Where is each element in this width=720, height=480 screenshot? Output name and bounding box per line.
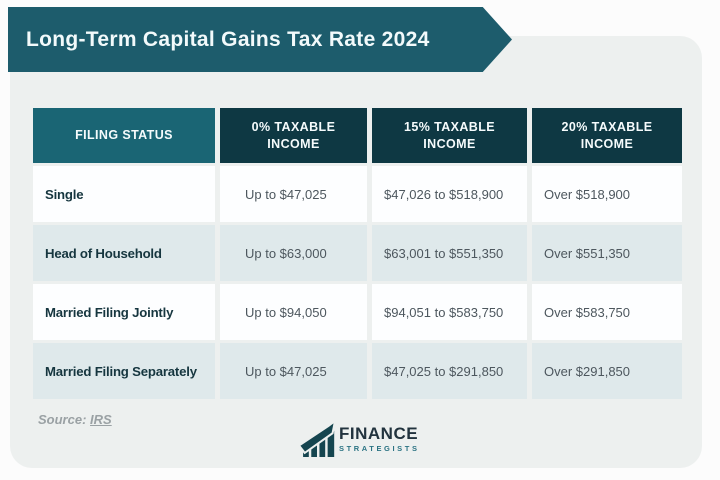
cell-20-percent-range: Over $583,750 [532,284,682,340]
cell-filing-status: Single [33,166,215,222]
column-header-label: 15% TAXABLE INCOME [404,119,495,151]
cell-filing-status: Married Filing Separately [33,343,215,399]
source-link[interactable]: IRS [90,412,112,427]
cell-15-percent-range: $47,026 to $518,900 [372,166,527,222]
cell-0-percent-range: Up to $47,025 [220,343,367,399]
finance-strategists-logo-icon [299,421,335,457]
page-title: Long-Term Capital Gains Tax Rate 2024 [26,27,430,51]
cell-20-percent-range: Over $551,350 [532,225,682,281]
cell-20-percent-range: Over $291,850 [532,343,682,399]
column-header-filing-status: FILING STATUS [33,108,215,163]
cell-20-percent-range: Over $518,900 [532,166,682,222]
cell-15-percent-range: $47,025 to $291,850 [372,343,527,399]
column-header-15-percent: 15% TAXABLE INCOME [372,108,527,163]
column-header-label: 20% TAXABLE INCOME [561,119,653,151]
source-note: Source: IRS [38,412,112,427]
column-header-20-percent: 20% TAXABLE INCOME [532,108,682,163]
cell-15-percent-range: $63,001 to $551,350 [372,225,527,281]
cell-0-percent-range: Up to $63,000 [220,225,367,281]
brand-name-secondary: STRATEGISTS [339,444,420,454]
tax-rate-table: FILING STATUS 0% TAXABLE INCOME 15% TAXA… [33,108,682,399]
cell-0-percent-range: Up to $47,025 [220,166,367,222]
column-header-0-percent: 0% TAXABLE INCOME [220,108,367,163]
brand-name-primary: FINANCE [339,424,419,444]
brand-logo-text: FINANCE STRATEGISTS [339,425,420,453]
title-banner: Long-Term Capital Gains Tax Rate 2024 [8,7,512,72]
brand-logo: FINANCE STRATEGISTS [299,421,420,457]
column-header-label: 0% TAXABLE INCOME [251,119,336,151]
cell-filing-status: Head of Household [33,225,215,281]
column-header-label: FILING STATUS [75,128,173,143]
source-label: Source: [38,412,87,427]
cell-15-percent-range: $94,051 to $583,750 [372,284,527,340]
cell-0-percent-range: Up to $94,050 [220,284,367,340]
cell-filing-status: Married Filing Jointly [33,284,215,340]
